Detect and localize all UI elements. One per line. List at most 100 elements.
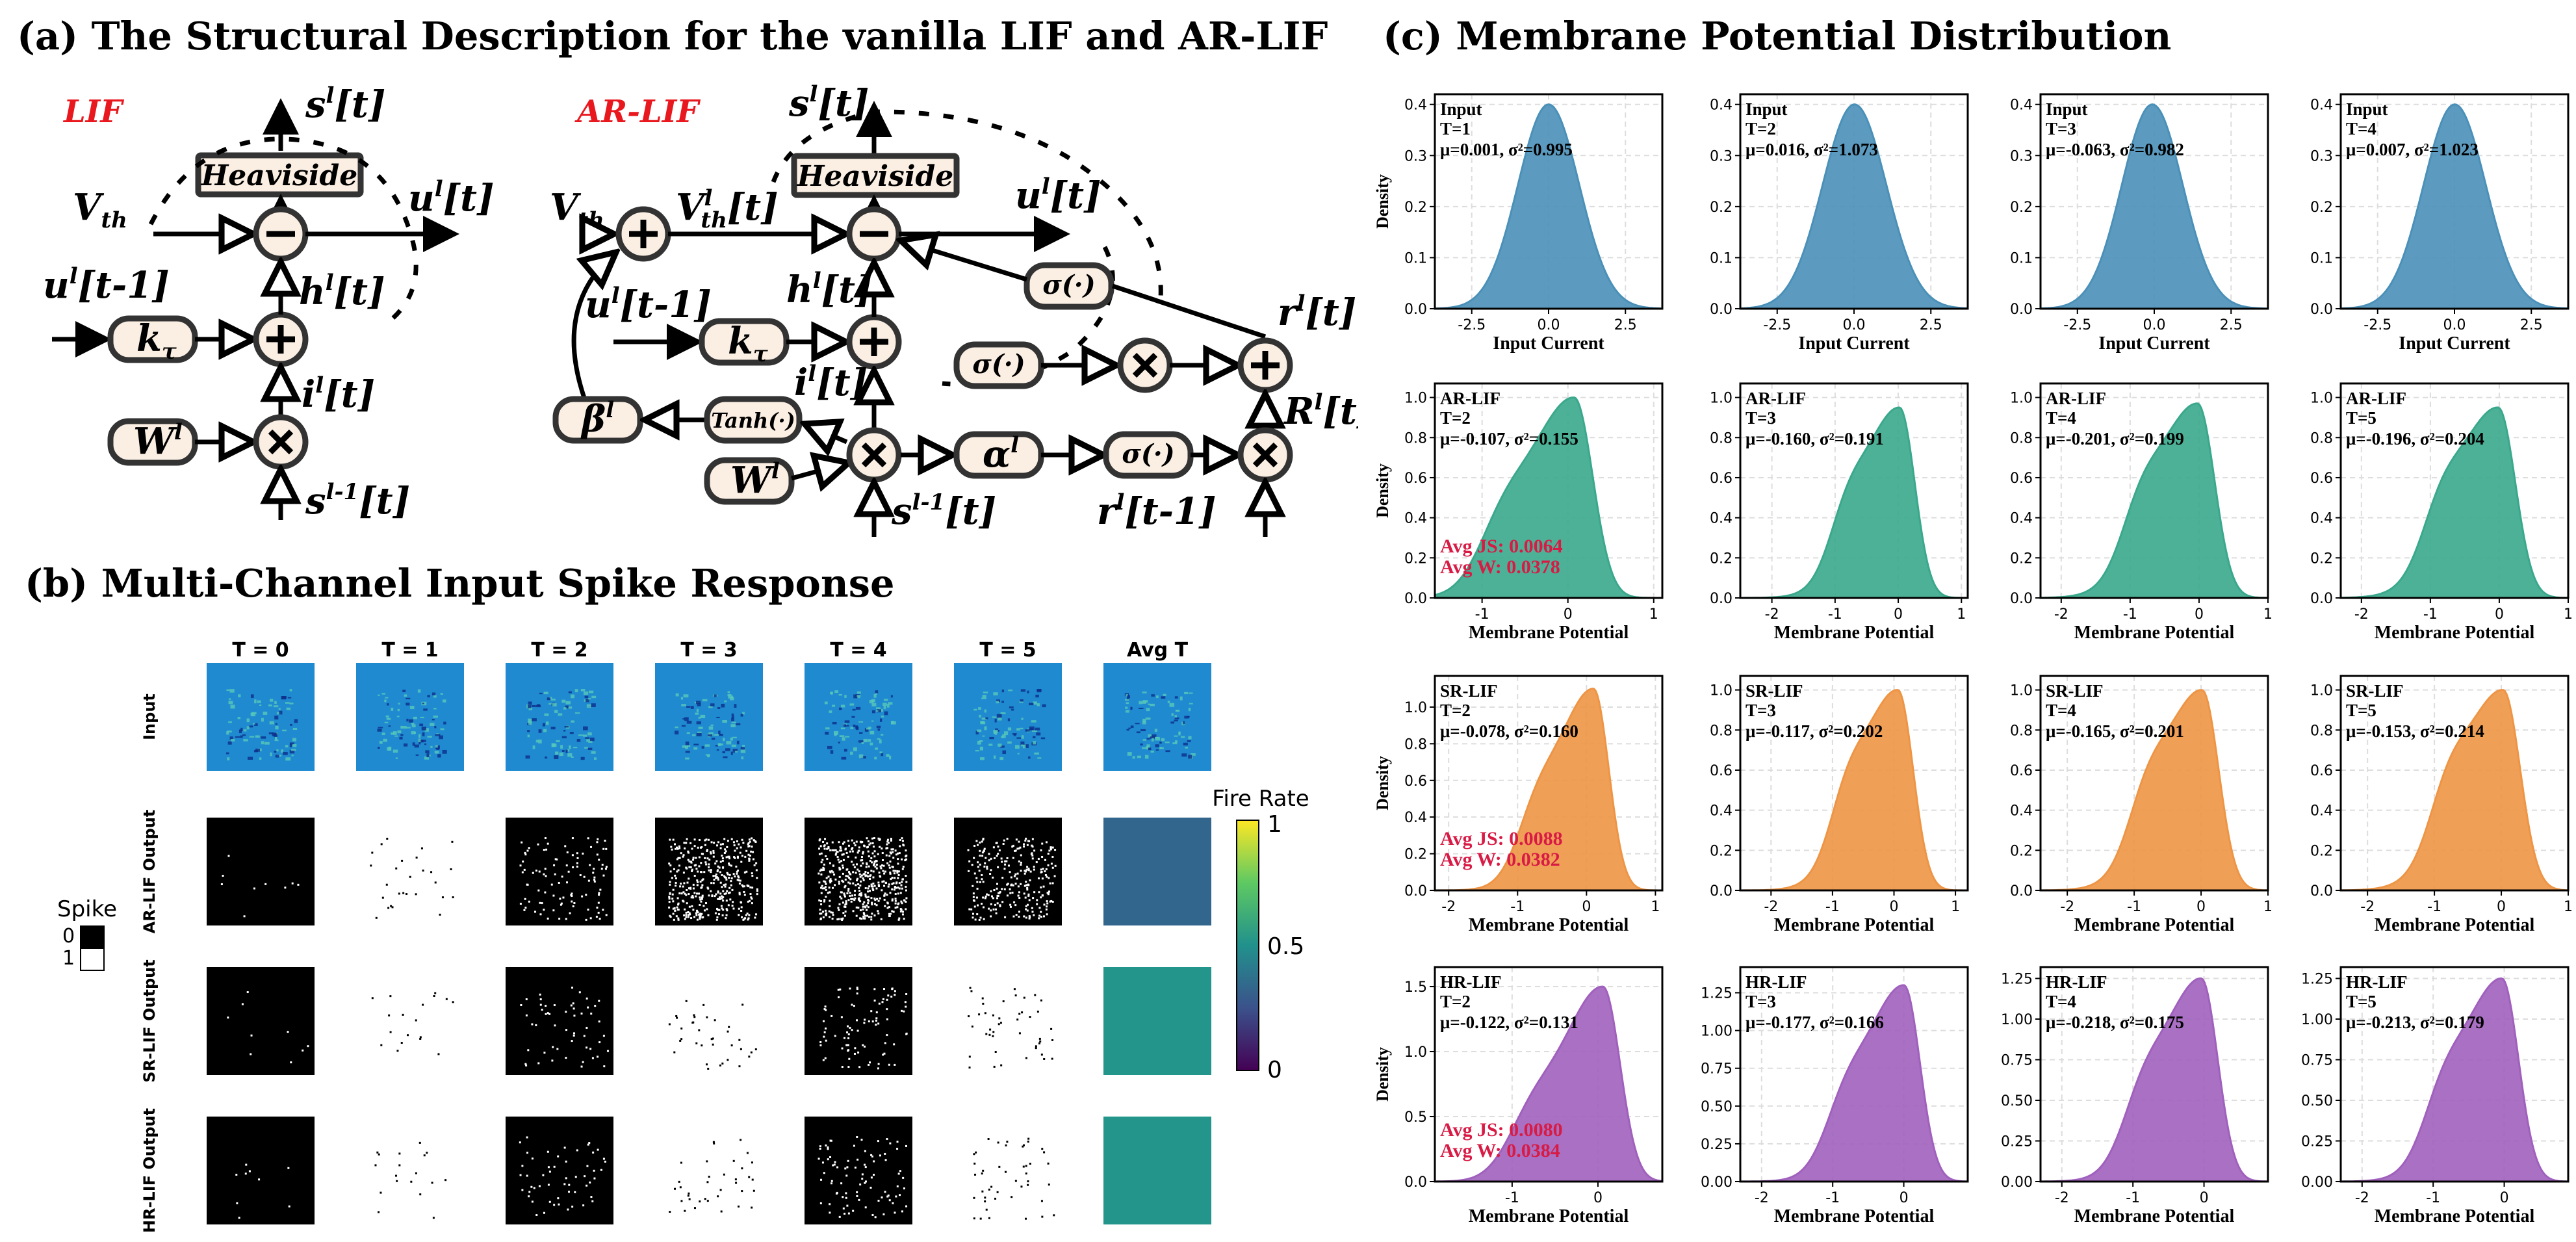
input-pixel xyxy=(397,708,400,712)
y-tick-label: 0.00 xyxy=(2001,1174,2033,1191)
spike-pixel xyxy=(899,910,902,912)
spike-pixel xyxy=(981,1190,984,1193)
spike-pixel xyxy=(1024,870,1027,873)
density-area xyxy=(1434,103,1664,310)
spike-pixel xyxy=(748,899,751,902)
spike-pixel xyxy=(871,1155,873,1158)
input-pixel xyxy=(588,739,593,743)
colorbar-tick-05: 0.5 xyxy=(1267,933,1304,960)
spike-pixel xyxy=(674,1187,676,1190)
spike-map-bg xyxy=(506,967,613,1075)
spike-pixel xyxy=(737,870,740,872)
spike-pixel xyxy=(1027,894,1030,897)
spike-pixel xyxy=(710,871,712,873)
input-pixel xyxy=(277,755,282,757)
spike-pixel xyxy=(603,1065,606,1068)
input-pixel xyxy=(832,721,837,725)
spike-pixel xyxy=(729,898,732,901)
input-pixel xyxy=(576,739,581,742)
spike-map-r3-c5 xyxy=(954,1117,1062,1224)
x-tick-label: 2.5 xyxy=(1920,317,1942,333)
input-pixel xyxy=(568,706,573,709)
spike-pixel xyxy=(881,881,884,883)
spike-pixel xyxy=(849,987,851,990)
spike-pixel xyxy=(687,850,689,853)
spike-pixel xyxy=(1040,849,1042,851)
spike-pixel xyxy=(898,917,901,920)
spike-pixel xyxy=(598,859,600,861)
spike-pixel xyxy=(676,858,678,860)
spike-pixel xyxy=(849,850,851,853)
input-pixel xyxy=(1033,736,1036,738)
spike-pixel xyxy=(439,913,441,916)
spike-pixel xyxy=(680,852,682,855)
input-pixel xyxy=(1021,744,1024,747)
spike-pixel xyxy=(888,866,891,869)
spike-pixel xyxy=(1046,902,1049,905)
input-pixel xyxy=(850,751,853,755)
spike-pixel xyxy=(859,840,862,843)
spike-pixel xyxy=(712,849,715,852)
spike-pixel xyxy=(695,914,698,916)
spike-pixel xyxy=(1046,905,1048,908)
spike-pixel xyxy=(881,852,884,855)
spike-pixel xyxy=(370,864,372,867)
spike-pixel xyxy=(881,847,883,850)
spike-pixel xyxy=(531,1023,534,1026)
input-pixel xyxy=(527,734,530,738)
spike-pixel xyxy=(843,892,845,895)
spike-pixel xyxy=(886,838,889,841)
spike-pixel xyxy=(855,840,858,843)
spike-pixel xyxy=(981,878,983,881)
spike-pixel xyxy=(668,898,671,900)
spike-pixel xyxy=(593,879,596,881)
spike-pixel xyxy=(716,844,719,847)
y-tick-label: 0.6 xyxy=(1710,471,1732,487)
spike-pixel xyxy=(1046,875,1048,878)
input-pixel xyxy=(411,722,415,725)
spike-pixel xyxy=(976,887,979,890)
spike-pixel xyxy=(820,886,823,889)
timestep-label: T=4 xyxy=(2346,119,2376,138)
spike-pixel xyxy=(602,1035,605,1037)
spike-pixel xyxy=(860,880,862,883)
spike-pixel xyxy=(389,1031,392,1033)
input-pixel xyxy=(285,745,289,748)
spike-pixel xyxy=(706,1016,708,1018)
spike-pixel xyxy=(861,1173,864,1176)
lif-s-out: sl[t] xyxy=(305,83,385,126)
spike-pixel xyxy=(525,1014,528,1016)
input-pixel xyxy=(554,755,559,759)
stats-label: μ=-0.107, σ²=0.155 xyxy=(1440,429,1578,448)
y-tick-label: 0.8 xyxy=(2310,430,2333,446)
input-pixel xyxy=(1170,721,1175,724)
input-pixel xyxy=(1156,695,1159,699)
spike-pixel xyxy=(524,898,526,900)
spike-pixel xyxy=(858,897,860,899)
col-header-1: T = 1 xyxy=(381,639,438,662)
input-pixel xyxy=(843,724,847,727)
spike-pixel xyxy=(1024,839,1027,842)
spike-pixel xyxy=(827,1146,829,1148)
spike-pixel xyxy=(857,868,859,871)
spike-pixel xyxy=(746,884,749,886)
spike-pixel xyxy=(1035,1045,1037,1048)
spike-pixel xyxy=(885,854,888,857)
spike-pixel xyxy=(685,914,688,916)
spike-pixel xyxy=(547,1184,550,1186)
input-pixel xyxy=(825,731,829,735)
spike-pixel xyxy=(890,838,892,840)
spike-pixel xyxy=(756,890,758,892)
spike-pixel xyxy=(867,875,869,878)
input-pixel xyxy=(578,734,584,736)
spike-pixel xyxy=(576,865,578,868)
spike-pixel xyxy=(673,843,676,846)
spike-pixel xyxy=(872,882,875,885)
spike-pixel xyxy=(688,912,691,914)
spike-pixel xyxy=(1024,885,1026,887)
input-pixel xyxy=(1181,736,1185,738)
spike-pixel xyxy=(881,864,883,866)
spike-pixel xyxy=(391,906,394,909)
spike-pixel xyxy=(677,918,680,921)
